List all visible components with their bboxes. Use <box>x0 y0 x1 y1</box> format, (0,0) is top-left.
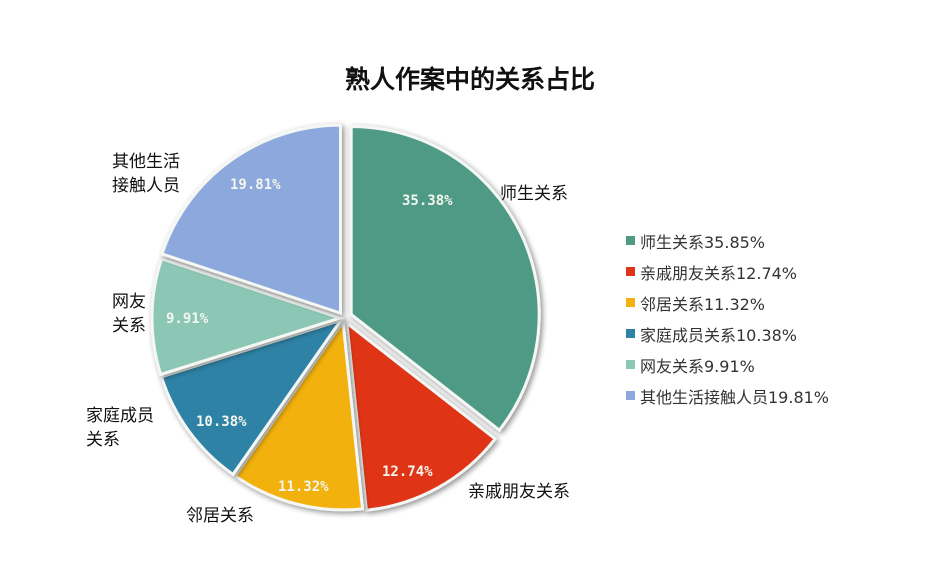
legend-label: 家庭成员关系10.38% <box>640 325 798 345</box>
outer-label-teacher-student: 师生关系 <box>500 184 568 204</box>
pie-slice-5 <box>160 123 342 316</box>
legend-item-teacher-student: 师生关系35.85% <box>626 225 829 256</box>
slice-label-teacher-student: 35.38% <box>402 193 453 209</box>
slice-label-relatives-friends: 12.74% <box>382 464 433 480</box>
pie-slice-4 <box>150 256 345 377</box>
legend-label: 师生关系35.85% <box>640 232 766 252</box>
legend-item-netfriend: 网友关系9.91% <box>626 349 829 380</box>
outer-label-other: 其他生活 接触人员 <box>112 152 180 196</box>
legend-swatch <box>626 267 635 276</box>
outer-label-relatives-friends: 亲戚朋友关系 <box>468 482 570 502</box>
legend-swatch <box>626 298 635 307</box>
outer-label-neighbors: 邻居关系 <box>186 506 254 526</box>
legend-label: 邻居关系11.32% <box>640 294 766 314</box>
legend-swatch <box>626 360 635 369</box>
legend-swatch <box>626 329 635 338</box>
chart-title: 熟人作案中的关系占比 <box>0 60 950 96</box>
slice-label-netfriend: 9.91% <box>166 311 209 327</box>
outer-label-netfriend: 网友 关系 <box>112 292 146 336</box>
chart-title-text: 熟人作案中的关系占比 <box>344 65 595 94</box>
legend-item-relatives-friends: 亲戚朋友关系12.74% <box>626 256 829 287</box>
pie-slice-1 <box>345 319 498 512</box>
legend-item-neighbors: 邻居关系11.32% <box>626 287 829 318</box>
outer-label-family: 家庭成员 关系 <box>86 406 154 450</box>
pie-slice-3 <box>159 317 345 477</box>
slice-label-neighbors: 11.32% <box>278 479 329 495</box>
chart-legend: 师生关系35.85% 亲戚朋友关系12.74% 邻居关系11.32% 家庭成员关… <box>626 225 829 411</box>
slice-label-family: 10.38% <box>196 414 247 430</box>
legend-label: 亲戚朋友关系12.74% <box>640 263 798 283</box>
legend-label: 网友关系9.91% <box>640 356 755 376</box>
pie-slice-0 <box>349 124 541 433</box>
pie-slice-2 <box>233 317 365 512</box>
slice-label-other: 19.81% <box>230 177 281 193</box>
legend-swatch <box>626 236 635 245</box>
legend-item-other: 其他生活接触人员19.81% <box>626 380 829 411</box>
legend-item-family: 家庭成员关系10.38% <box>626 318 829 349</box>
legend-swatch <box>626 391 635 400</box>
legend-label: 其他生活接触人员19.81% <box>640 387 830 407</box>
